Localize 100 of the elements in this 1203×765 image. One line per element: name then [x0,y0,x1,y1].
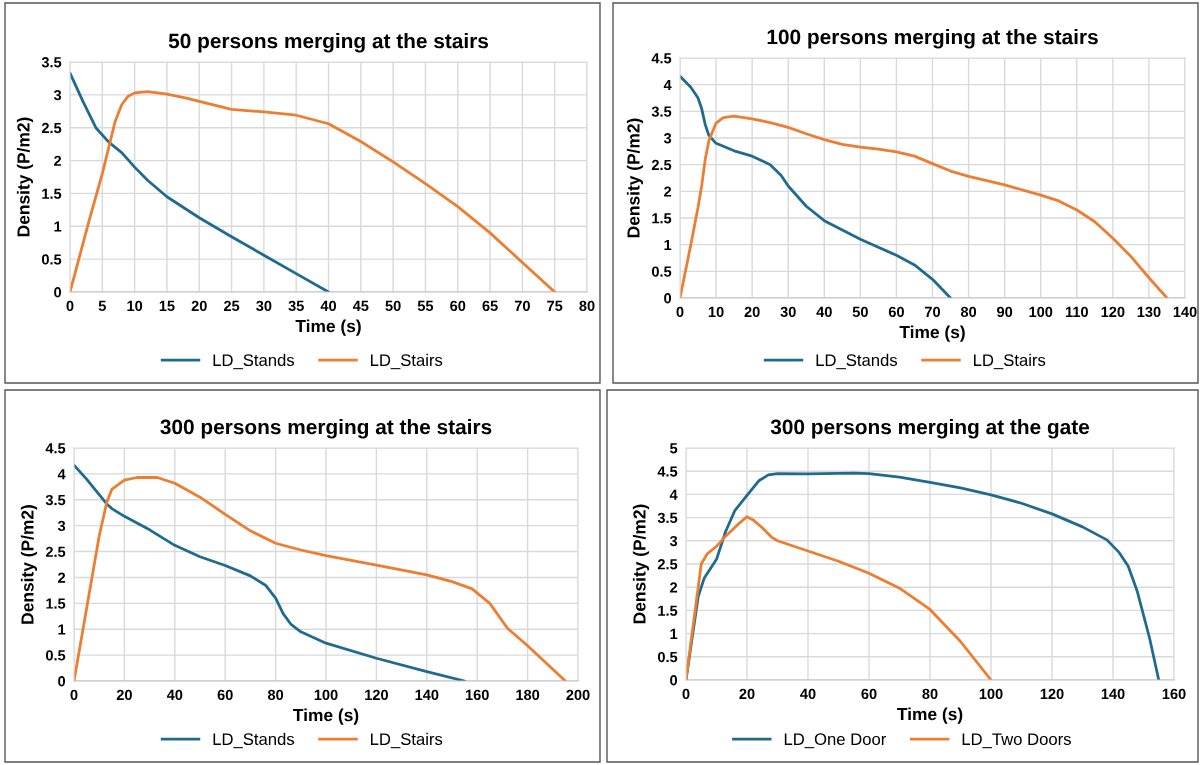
x-tick-label: 5 [98,300,106,312]
chart-title: 300 persons merging at the stairs [160,419,492,439]
y-tick-label: 2 [664,186,672,197]
y-tick-label: 0.5 [651,266,672,277]
y-tick-label: 0 [54,287,62,298]
y-tick-label: 3.5 [45,494,66,506]
y-tick-label: 1.5 [46,598,66,609]
x-tick-label: 70 [514,300,530,312]
x-tick-label: 100 [979,688,1003,700]
legend-label: LD_Stands [213,353,295,370]
y-tick-label: 0 [670,675,678,686]
y-tick-label: 2.5 [41,122,62,134]
x-tick-label: 90 [997,306,1013,318]
x-tick-label: 140 [415,689,439,701]
x-tick-label: 20 [739,688,755,700]
y-tick-label: 1 [54,221,62,232]
x-tick-label: 10 [127,300,143,312]
legend-label: LD_Stairs [974,353,1046,370]
line-series [680,114,1169,298]
y-tick-label: 1 [664,239,672,250]
y-tick-label: 0.5 [657,651,678,663]
x-tick-label: 80 [960,306,977,318]
x-tick-label: 0 [682,688,690,700]
y-tick-label: 2.5 [45,546,66,557]
line-series [686,471,1161,680]
x-tick-label: 200 [566,689,590,701]
x-tick-label: 45 [352,300,369,312]
chart-title: 50 persons merging at the stairs [168,33,489,53]
line-series [70,90,557,292]
y-tick-label: 5 [670,443,678,454]
y-tick-label: 1.5 [652,213,672,224]
y-tick-label: 3 [669,535,678,547]
x-tick-label: 140 [1101,688,1125,700]
y-tick-label: 4 [663,79,672,90]
y-tick-label: 1.5 [42,188,62,199]
x-tick-label: 80 [267,689,284,701]
x-tick-label: 65 [482,300,498,312]
x-tick-label: 75 [547,300,563,312]
y-tick-label: 3.5 [41,57,62,68]
y-tick-label: 3 [53,89,62,101]
x-tick-label: 40 [166,689,183,701]
line-series [74,463,466,681]
y-tick-label: 3.5 [657,512,678,524]
y-axis-title: Density (P/m2) [16,117,34,237]
x-tick-label: 20 [744,306,760,318]
x-tick-label: 140 [1173,306,1197,318]
x-tick-label: 15 [159,300,175,312]
line-series [74,476,567,681]
y-tick-label: 2.5 [657,559,678,570]
chart-title: 300 persons merging at the gate [770,419,1090,439]
y-tick-label: 1 [670,628,678,639]
x-axis-title: Time (s) [899,325,965,342]
legend-label: LD_One Door [784,733,887,749]
line-series [70,71,330,292]
legend-label: LD_Stands [816,353,898,370]
x-tick-label: 35 [288,300,304,312]
x-tick-label: 130 [1137,306,1161,318]
y-tick-label: 4 [669,489,678,500]
x-tick-label: 20 [116,689,132,701]
y-tick-label: 0 [664,293,672,304]
legend-label: LD_Two Doors [962,733,1071,749]
y-tick-label: 3.5 [651,106,672,117]
x-axis-title: Time (s) [295,319,361,336]
x-tick-label: 40 [320,300,337,312]
x-tick-label: 160 [1162,688,1186,700]
y-tick-label: 2 [670,582,678,593]
x-tick-label: 60 [861,688,877,700]
y-tick-label: 4.5 [657,466,678,477]
x-tick-label: 50 [852,306,868,318]
legend-label: LD_Stairs [371,353,443,370]
x-tick-label: 30 [780,306,796,318]
x-tick-label: 60 [888,306,904,318]
chart-title: 100 persons merging at the stairs [767,29,1098,49]
x-tick-label: 25 [223,300,240,312]
x-tick-label: 0 [70,689,78,701]
x-tick-label: 120 [1101,306,1125,318]
x-tick-label: 120 [365,689,388,701]
y-axis-title: Density (P/m2) [626,118,644,238]
x-tick-label: 110 [1065,306,1088,318]
y-axis-title: Density (P/m2) [632,504,650,624]
x-tick-label: 100 [314,689,338,701]
x-tick-label: 100 [1029,306,1053,318]
y-tick-label: 4.5 [651,53,672,64]
x-tick-label: 160 [465,689,489,701]
x-axis-title: Time (s) [897,707,963,724]
x-tick-label: 20 [191,300,207,312]
y-tick-label: 2 [54,155,62,166]
line-series [680,74,952,298]
y-tick-label: 2 [58,572,66,583]
y-tick-label: 4.5 [45,443,66,454]
x-tick-label: 180 [516,689,540,701]
x-tick-label: 55 [417,300,434,312]
y-tick-label: 4 [57,469,66,480]
y-tick-label: 3 [57,520,66,532]
y-tick-label: 0.5 [45,650,66,661]
x-tick-label: 30 [256,300,272,312]
line-series [686,515,993,680]
x-tick-label: 40 [816,306,832,318]
y-axis-title: Density (P/m2) [20,505,38,624]
x-tick-label: 0 [66,300,74,312]
